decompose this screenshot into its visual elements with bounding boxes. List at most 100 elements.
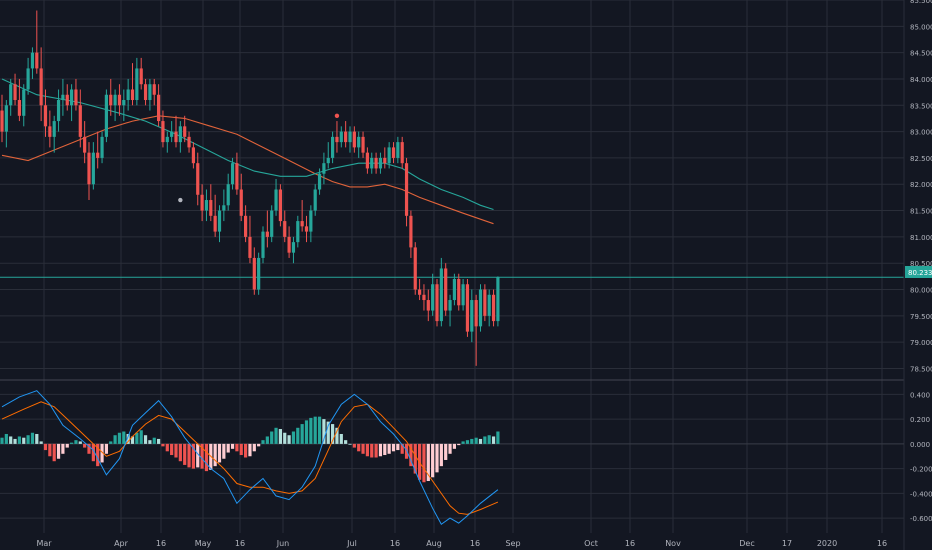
candle[interactable] <box>187 131 191 153</box>
candle[interactable] <box>239 173 243 222</box>
candle[interactable] <box>165 131 169 153</box>
price-pane[interactable] <box>0 10 904 366</box>
candle[interactable] <box>322 152 326 185</box>
candle[interactable] <box>39 47 43 122</box>
candle[interactable] <box>444 263 448 316</box>
candle[interactable] <box>130 63 135 106</box>
candle[interactable] <box>426 289 430 322</box>
macd-axis[interactable]: -0.600 -0.400 -0.200 0.000 0.200 0.400 <box>910 391 932 523</box>
candle[interactable] <box>304 215 309 243</box>
candle[interactable] <box>265 210 269 248</box>
candle[interactable] <box>309 205 313 243</box>
candle[interactable] <box>178 121 182 153</box>
candle[interactable] <box>26 57 30 95</box>
candle[interactable] <box>335 121 339 153</box>
candle[interactable] <box>213 194 217 237</box>
candle[interactable] <box>122 89 126 122</box>
candle[interactable] <box>422 284 426 311</box>
candle[interactable] <box>109 78 113 116</box>
candle[interactable] <box>374 152 378 174</box>
price-axis[interactable]: 78.500 79.000 79.500 80.000 80.500 81.000 81.5… <box>910 0 932 373</box>
candle[interactable] <box>257 252 261 295</box>
candle[interactable] <box>139 57 143 90</box>
candle[interactable] <box>344 121 348 148</box>
candle[interactable] <box>126 78 130 111</box>
candle[interactable] <box>404 157 409 227</box>
candle[interactable] <box>400 136 404 169</box>
candle[interactable] <box>65 84 69 111</box>
candle[interactable] <box>496 276 500 327</box>
candle[interactable] <box>70 84 74 122</box>
candle[interactable] <box>370 152 374 174</box>
candle[interactable] <box>87 142 91 201</box>
candle[interactable] <box>209 184 213 222</box>
candle[interactable] <box>252 247 256 295</box>
candle[interactable] <box>396 136 400 164</box>
candle[interactable] <box>91 142 95 190</box>
candle[interactable] <box>248 215 252 264</box>
macd-pane[interactable] <box>0 390 904 526</box>
candle[interactable] <box>217 205 222 243</box>
candle[interactable] <box>43 89 48 137</box>
candle[interactable] <box>487 289 491 327</box>
candle[interactable] <box>461 278 465 311</box>
candle[interactable] <box>78 89 82 148</box>
candle[interactable] <box>483 284 487 322</box>
candle[interactable] <box>117 84 122 116</box>
candle[interactable] <box>448 294 452 327</box>
candle[interactable] <box>474 294 478 366</box>
candle[interactable] <box>0 94 4 143</box>
candle[interactable] <box>9 78 13 116</box>
candle[interactable] <box>22 84 26 127</box>
candle[interactable] <box>383 147 387 169</box>
candle[interactable] <box>413 242 417 295</box>
candle[interactable] <box>200 184 204 222</box>
candle[interactable] <box>274 178 278 216</box>
candle[interactable] <box>35 10 39 74</box>
candle[interactable] <box>152 78 156 106</box>
candle[interactable] <box>387 142 391 169</box>
candle[interactable] <box>391 142 396 164</box>
candle[interactable] <box>439 257 443 327</box>
candle[interactable] <box>261 226 265 264</box>
candle[interactable] <box>244 205 248 243</box>
candle[interactable] <box>100 131 104 164</box>
candle[interactable] <box>222 189 226 222</box>
candle[interactable] <box>270 205 274 243</box>
candle[interactable] <box>191 142 195 169</box>
candle[interactable] <box>148 78 152 111</box>
candle[interactable] <box>161 110 165 148</box>
candle[interactable] <box>283 210 287 243</box>
candle[interactable] <box>300 200 304 232</box>
candle[interactable] <box>491 289 496 327</box>
candle[interactable] <box>17 78 21 122</box>
candle[interactable] <box>157 84 161 127</box>
candle[interactable] <box>235 152 239 195</box>
candle[interactable] <box>326 142 330 169</box>
candle[interactable] <box>113 89 117 122</box>
candle[interactable] <box>339 126 343 148</box>
candle[interactable] <box>135 57 139 106</box>
candle[interactable] <box>291 236 296 264</box>
candle[interactable] <box>352 126 356 153</box>
candle[interactable] <box>4 100 8 148</box>
candle[interactable] <box>196 152 200 206</box>
candle[interactable] <box>409 210 413 258</box>
candle[interactable] <box>478 284 483 332</box>
candle[interactable] <box>348 126 352 153</box>
candle[interactable] <box>457 273 461 311</box>
candle[interactable] <box>30 47 35 79</box>
candle[interactable] <box>296 215 300 248</box>
candle[interactable] <box>13 73 17 106</box>
candle[interactable] <box>52 115 56 153</box>
candle[interactable] <box>104 89 108 143</box>
candle[interactable] <box>143 78 148 106</box>
candle[interactable] <box>435 278 439 327</box>
candle[interactable] <box>183 115 187 143</box>
candle[interactable] <box>174 115 178 148</box>
time-axis[interactable]: Mar Apr 16 May 16 Jun Jul 16 Aug 16 Sep Oct 16 Nov Dec… <box>36 539 887 548</box>
candle[interactable] <box>170 121 174 143</box>
candle[interactable] <box>287 226 291 258</box>
candle[interactable] <box>331 131 335 164</box>
